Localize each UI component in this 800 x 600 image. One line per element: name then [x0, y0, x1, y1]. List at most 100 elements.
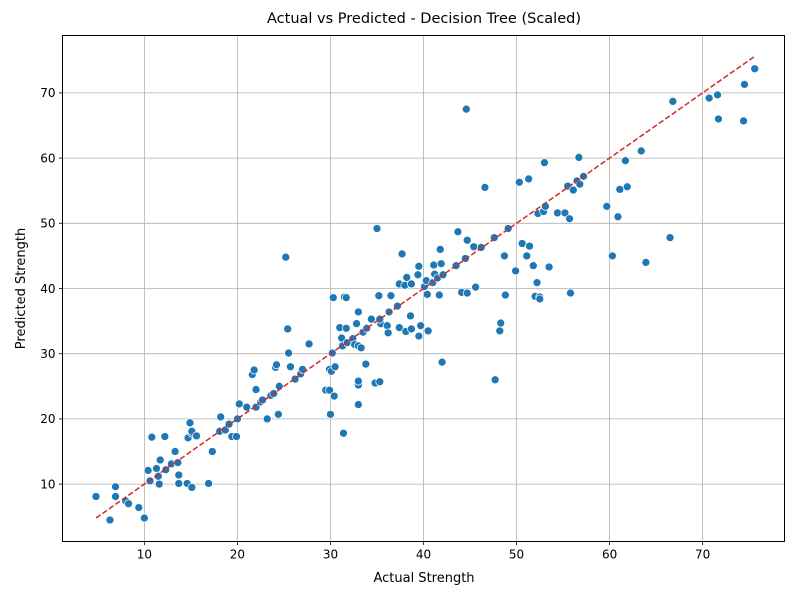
data-point: [354, 400, 363, 409]
y-tick-label: 30: [40, 347, 55, 361]
data-point: [232, 432, 241, 441]
data-point: [413, 270, 423, 280]
data-point: [422, 290, 432, 299]
data-point: [281, 252, 291, 262]
data-point: [560, 208, 570, 218]
data-point: [500, 251, 509, 261]
data-point: [185, 418, 195, 428]
data-point: [462, 235, 472, 245]
x-tick-label: 10: [137, 548, 152, 562]
x-tick-label: 70: [695, 548, 710, 562]
data-point: [204, 479, 213, 488]
data-point: [608, 251, 617, 261]
data-point: [341, 293, 351, 302]
data-point: [525, 241, 534, 251]
data-point: [155, 455, 165, 465]
data-point: [613, 212, 623, 222]
data-point: [354, 376, 363, 386]
data-point: [216, 412, 226, 422]
y-tick-label: 40: [40, 282, 55, 296]
data-point: [615, 185, 625, 194]
data-point: [397, 249, 407, 259]
data-point: [407, 324, 416, 334]
data-point: [495, 326, 505, 336]
data-point: [386, 291, 396, 301]
data-point: [641, 258, 651, 267]
data-point: [423, 326, 433, 336]
data-point: [339, 428, 348, 438]
y-tick-label: 10: [40, 477, 55, 491]
data-point: [174, 470, 184, 480]
data-point: [668, 97, 678, 106]
y-tick-label: 20: [40, 412, 55, 426]
data-point: [262, 414, 272, 424]
data-point: [174, 479, 184, 488]
y-tick-label: 50: [40, 217, 55, 231]
axis-ticks: 10 20 30 40 50 60 70 10 20 30 40 50 60 70: [40, 86, 710, 561]
data-point: [140, 513, 149, 523]
data-point: [394, 323, 404, 332]
data-point: [471, 282, 480, 292]
data-point: [490, 375, 500, 385]
data-point: [234, 399, 244, 409]
data-point: [91, 492, 101, 501]
data-point: [568, 185, 578, 195]
data-point: [437, 357, 447, 367]
data-point: [407, 279, 416, 289]
data-point: [375, 377, 385, 387]
data-point: [160, 432, 170, 441]
data-point: [152, 464, 161, 473]
data-point: [286, 362, 295, 372]
data-point: [406, 311, 415, 321]
data-point: [274, 409, 283, 419]
data-point: [522, 251, 532, 261]
grid: [62, 35, 785, 542]
data-point: [367, 314, 376, 324]
data-point: [352, 319, 361, 329]
data-point: [511, 266, 520, 276]
data-point: [429, 260, 439, 270]
data-point: [187, 483, 197, 492]
x-tick-label: 40: [416, 548, 431, 562]
data-point: [480, 183, 490, 192]
data-point: [414, 331, 424, 341]
data-point: [565, 214, 574, 224]
data-point: [461, 104, 471, 114]
data-point: [170, 447, 180, 456]
data-point: [713, 90, 722, 100]
data-point: [111, 492, 120, 501]
data-point: [330, 362, 340, 372]
data-point: [414, 261, 424, 271]
data-points: [91, 64, 760, 525]
data-point: [192, 431, 201, 441]
data-point: [124, 499, 133, 509]
data-point: [374, 291, 384, 301]
data-point: [501, 290, 510, 300]
data-point: [566, 288, 575, 298]
data-point: [383, 328, 393, 338]
data-point: [622, 182, 632, 192]
data-point: [462, 288, 472, 298]
x-tick-label: 20: [230, 548, 245, 562]
y-tick-label: 70: [40, 86, 55, 100]
data-point: [532, 278, 542, 287]
plot-frame: [62, 35, 785, 542]
data-point: [251, 385, 261, 394]
data-point: [326, 409, 335, 419]
data-point: [304, 339, 314, 349]
data-point: [714, 114, 723, 124]
data-point: [524, 174, 533, 184]
data-point: [704, 93, 714, 103]
data-point: [540, 158, 549, 168]
data-point: [575, 179, 585, 189]
data-point: [382, 321, 392, 331]
data-point: [356, 343, 366, 353]
data-point: [528, 261, 538, 271]
data-point: [354, 307, 363, 317]
data-point: [496, 318, 506, 328]
data-point: [329, 391, 339, 401]
data-point: [750, 64, 760, 74]
data-point: [341, 323, 351, 333]
